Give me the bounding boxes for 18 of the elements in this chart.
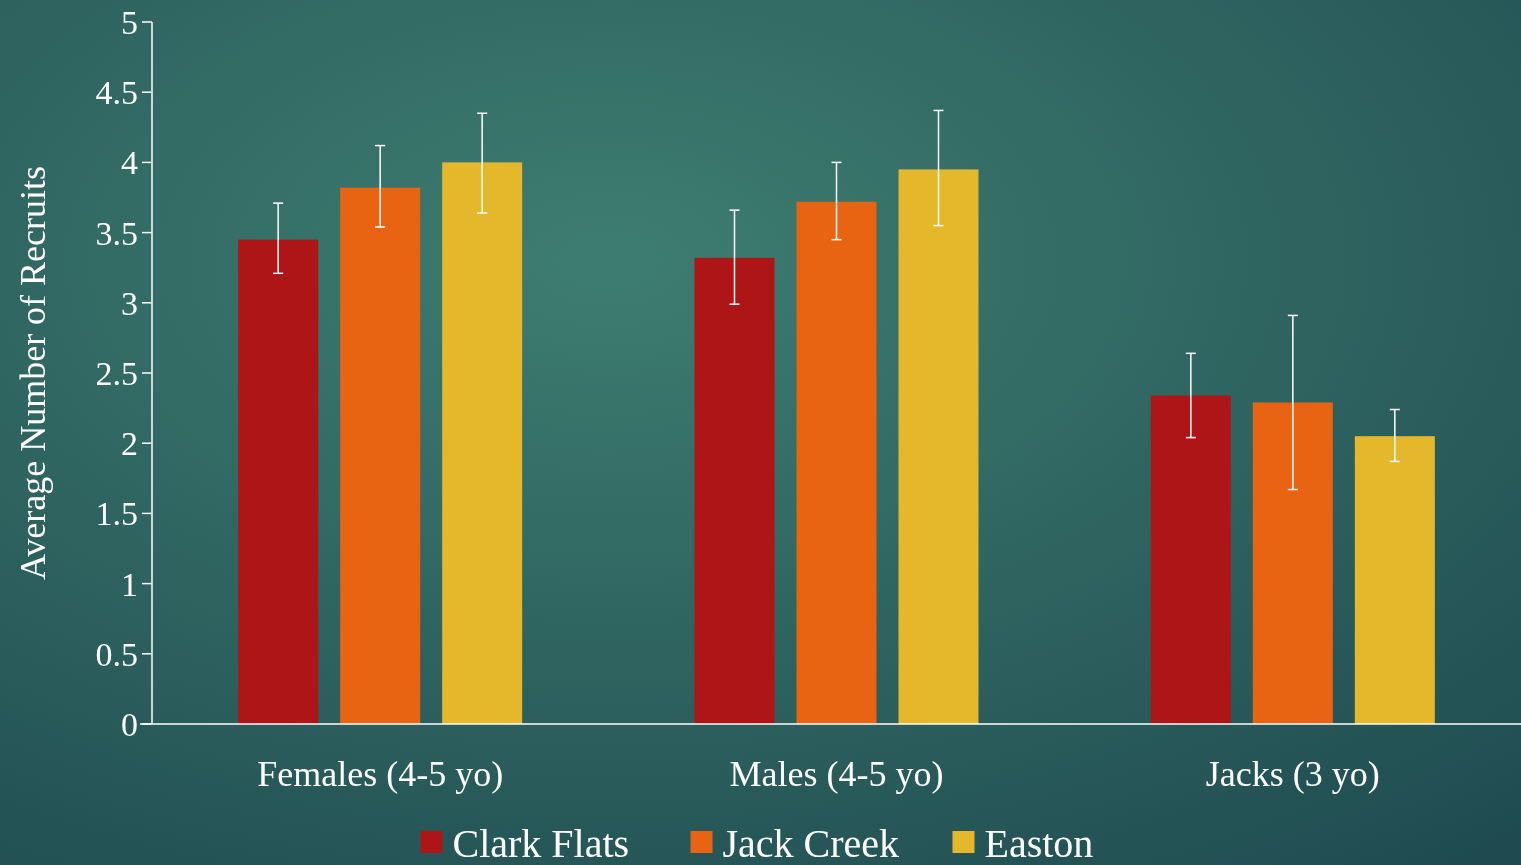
y-tick-label: 2.5 <box>95 354 138 392</box>
y-tick-label: 0.5 <box>95 635 138 673</box>
y-tick-label: 4 <box>121 144 138 182</box>
y-tick-label: 3.5 <box>95 214 138 252</box>
y-tick-label: 4.5 <box>95 74 138 112</box>
y-axis-title: Average Number of Recruits <box>13 165 53 581</box>
legend-label: Easton <box>984 821 1094 865</box>
y-tick-label: 1.5 <box>95 495 138 533</box>
y-tick-label: 3 <box>121 284 138 322</box>
x-tick-label: Females (4-5 yo) <box>257 754 504 794</box>
y-tick-label: 0 <box>121 705 138 743</box>
x-tick-label: Jacks (3 yo) <box>1205 754 1380 794</box>
y-tick-label: 5 <box>121 3 138 41</box>
x-tick-label: Males (4-5 yo) <box>729 754 944 794</box>
legend-label: Clark Flats <box>452 821 630 865</box>
legend-label: Jack Creek <box>722 821 900 865</box>
y-tick-label: 1 <box>121 565 138 603</box>
y-tick-label: 2 <box>121 425 138 463</box>
